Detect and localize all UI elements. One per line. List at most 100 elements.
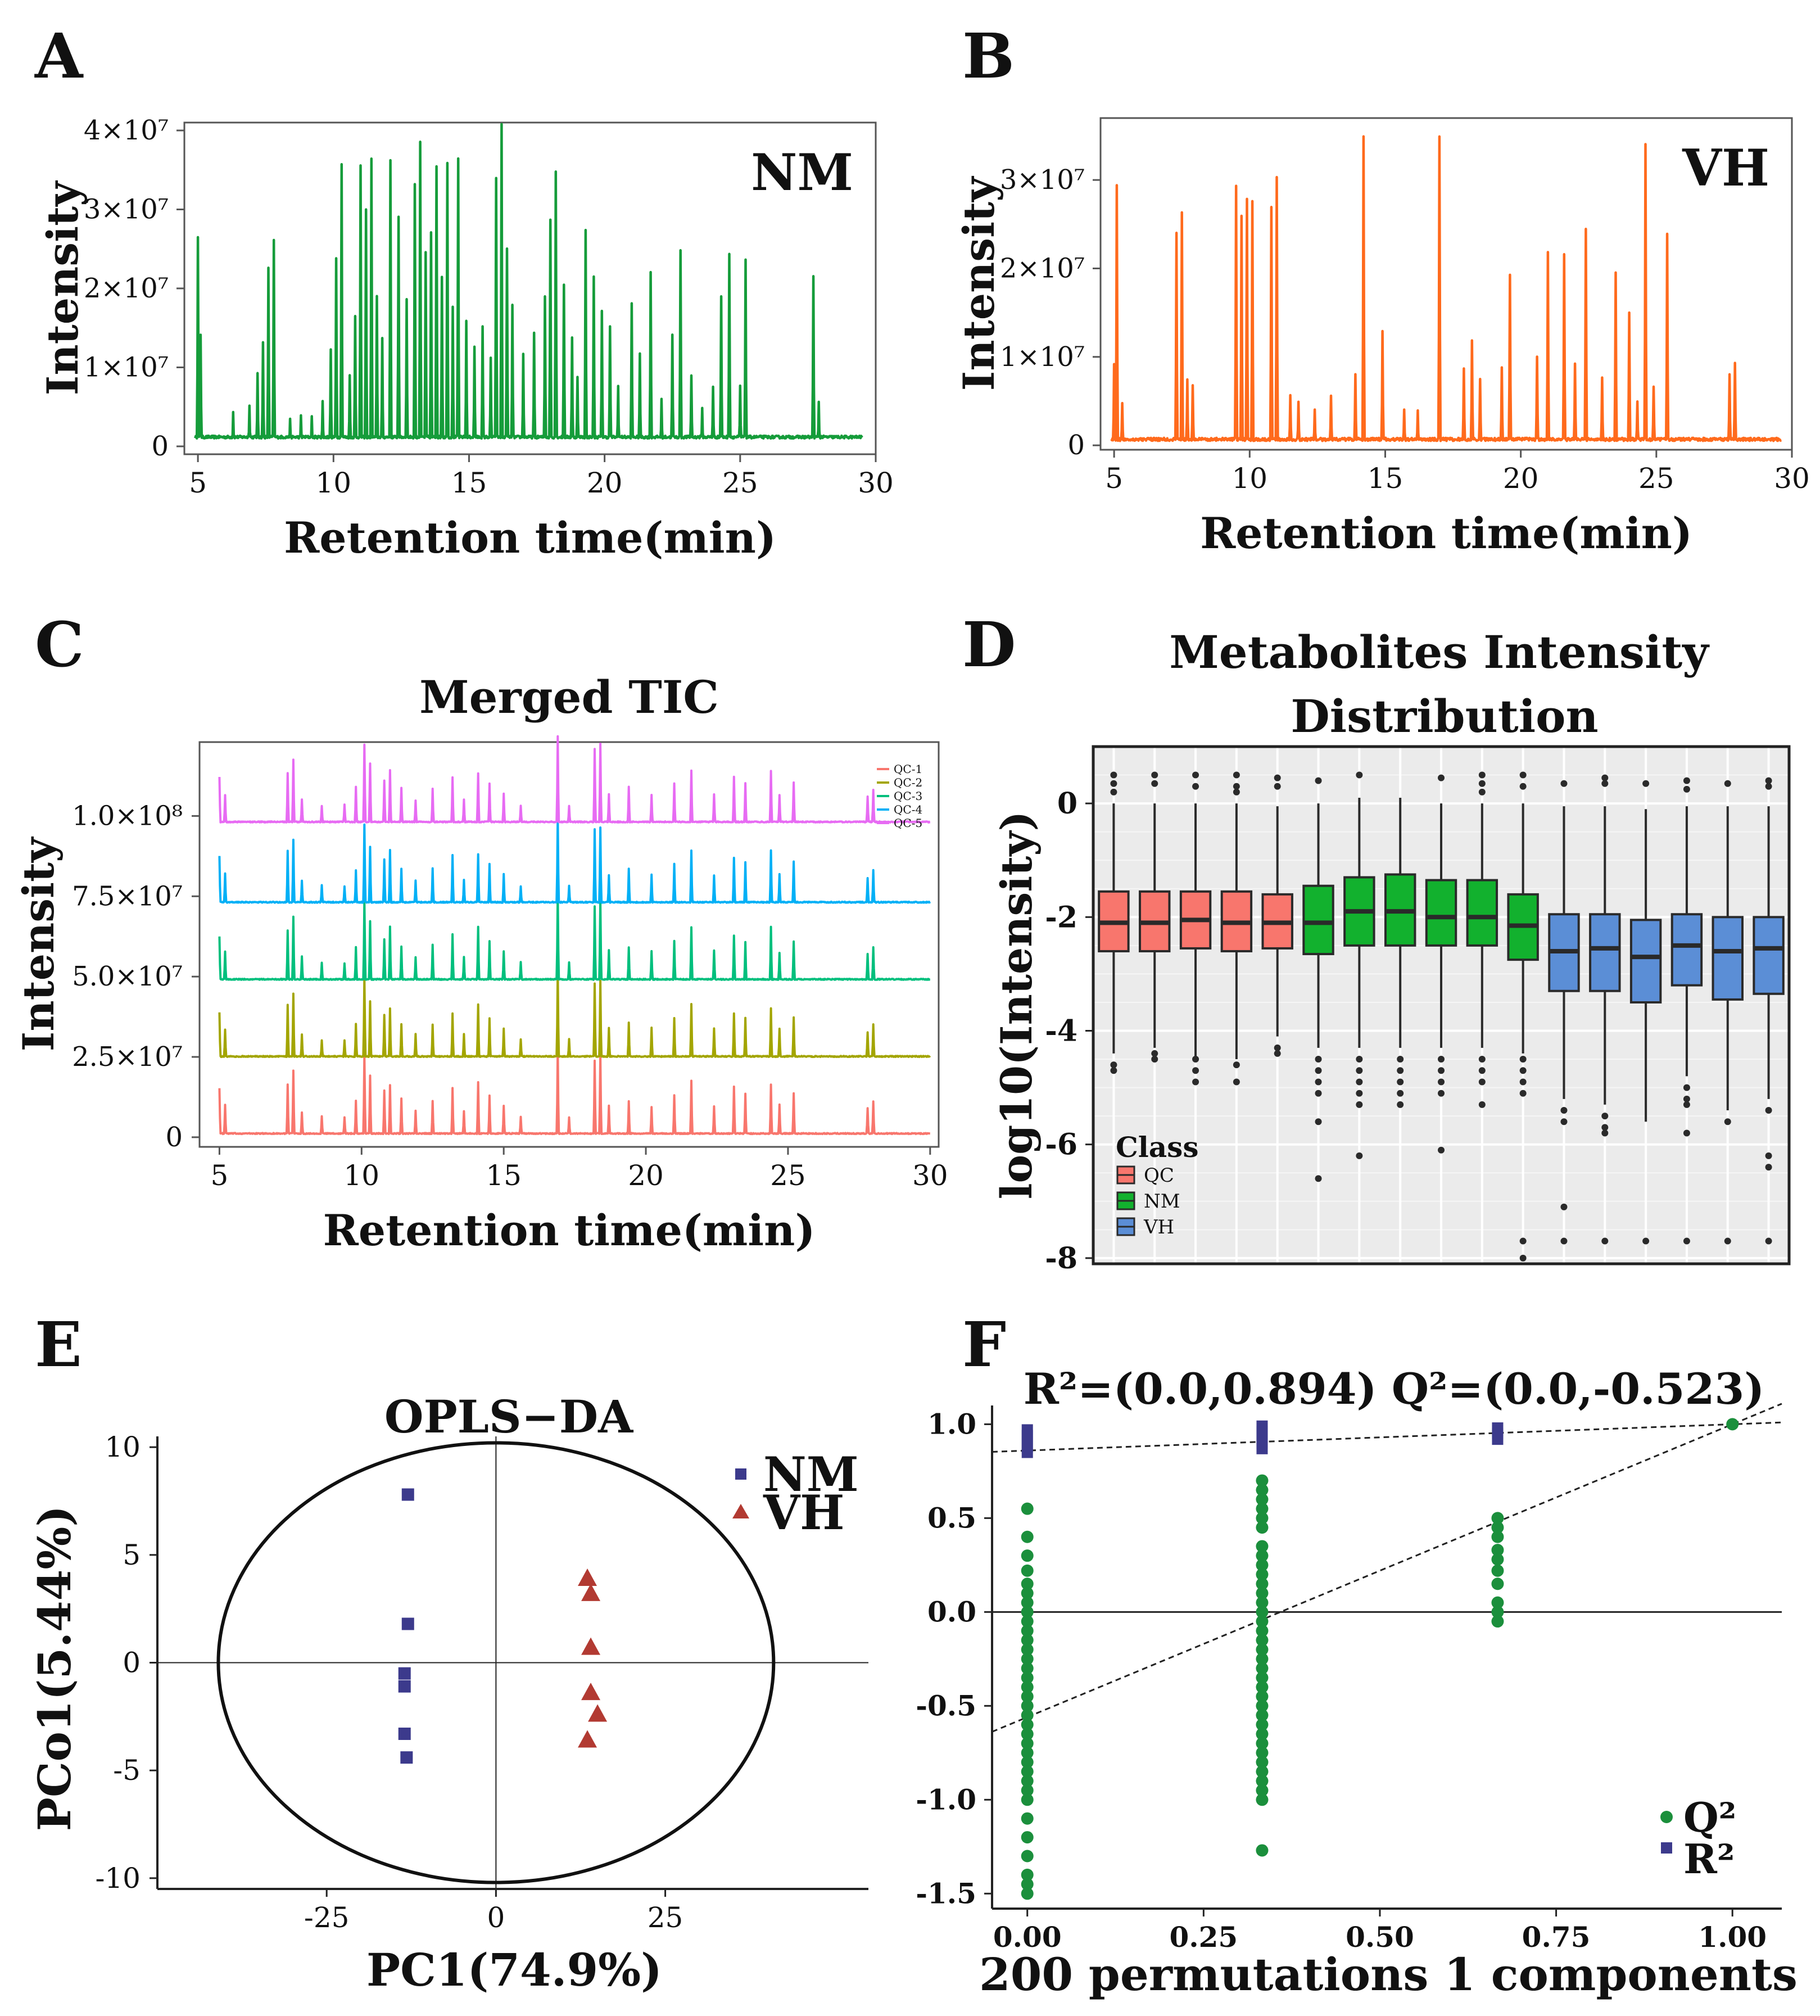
point-q2	[1256, 1671, 1269, 1684]
point-q2	[1256, 1577, 1269, 1590]
point-q2	[1491, 1596, 1504, 1609]
y-tick-label: -2	[1045, 900, 1077, 934]
point-q2	[1021, 1634, 1034, 1647]
outlier-point	[1151, 1056, 1158, 1063]
outlier-point	[1356, 1067, 1363, 1074]
point-nm	[398, 1728, 411, 1740]
outlier-point	[1110, 1067, 1117, 1074]
y-tick-label: -5	[113, 1754, 141, 1787]
outlier-point	[1560, 1237, 1568, 1245]
point-q2	[1726, 1418, 1739, 1431]
point-q2	[1021, 1699, 1034, 1712]
outlier-point	[1438, 1067, 1445, 1074]
outlier-point	[1397, 1101, 1404, 1108]
point-q2	[1256, 1709, 1269, 1722]
outlier-point	[1519, 771, 1527, 779]
outlier-point	[1683, 1095, 1690, 1102]
point-q2	[1021, 1774, 1034, 1787]
outlier-point	[1683, 777, 1690, 784]
point-q2	[1491, 1606, 1504, 1619]
point-vh	[581, 1637, 601, 1655]
legend-label: QC-3	[894, 789, 922, 803]
point-q2	[1021, 1586, 1034, 1599]
x-tick-label: 5	[189, 467, 207, 499]
outlier-point	[1274, 1050, 1281, 1057]
point-q2	[1256, 1652, 1269, 1665]
x-tick-label: 25	[770, 1159, 806, 1192]
point-q2	[1256, 1774, 1269, 1787]
legend-label: VH	[763, 1485, 845, 1540]
point-q2	[1021, 1680, 1034, 1693]
x-tick-label: 10	[343, 1159, 379, 1192]
point-vh	[588, 1704, 608, 1722]
legend-marker	[732, 1504, 749, 1518]
x-tick-label: 15	[451, 467, 487, 499]
point-q2	[1256, 1484, 1269, 1497]
point-q2	[1491, 1577, 1504, 1590]
point-q2	[1021, 1737, 1034, 1750]
point-q2	[1021, 1728, 1034, 1741]
outlier-point	[1724, 780, 1731, 787]
point-q2	[1256, 1662, 1269, 1675]
outlier-point	[1765, 1152, 1772, 1159]
r2-regression-line	[992, 1421, 1782, 1453]
outlier-point	[1478, 1078, 1486, 1086]
panel-label-a: A	[34, 20, 84, 92]
point-q2	[1021, 1756, 1034, 1769]
point-q2	[1256, 1624, 1269, 1637]
x-axis-label: Retention time(min)	[1200, 508, 1692, 558]
outlier-point	[1765, 1237, 1772, 1245]
outlier-point	[1438, 1078, 1445, 1086]
point-q2	[1256, 1634, 1269, 1647]
y-tick-label: 0.5	[927, 1501, 976, 1534]
outlier-point	[1519, 1056, 1527, 1063]
outlier-point	[1110, 1061, 1117, 1069]
x-tick-label: 0.50	[1346, 1920, 1414, 1954]
outlier-point	[1765, 777, 1772, 784]
point-q2	[1021, 1746, 1034, 1759]
x-tick-label: 10	[1232, 462, 1267, 495]
y-tick-label: 1×10⁷	[84, 351, 169, 383]
x-tick-label: 20	[628, 1159, 664, 1192]
legend-label-q2: Q²	[1683, 1793, 1736, 1841]
point-q2	[1256, 1680, 1269, 1693]
y-tick-label: 0	[123, 1647, 141, 1679]
chart-panel-c: Merged TIC QC-1QC-2QC-3QC-4QC-5 5 10 15 20 25 3…	[13, 671, 948, 1255]
outlier-point	[1560, 1118, 1568, 1125]
x-tick-label: 0.00	[993, 1920, 1062, 1954]
chromatogram-trace	[194, 123, 863, 440]
outlier-point	[1438, 1146, 1445, 1154]
x-tick-label: 25	[1638, 462, 1674, 495]
y-tick-label: 4×10⁷	[84, 115, 169, 146]
outlier-point	[1356, 771, 1363, 779]
outlier-point	[1315, 777, 1322, 784]
box-vh	[1589, 913, 1621, 992]
point-q2	[1021, 1878, 1034, 1891]
outlier-point	[1315, 1090, 1322, 1097]
point-vh	[581, 1683, 601, 1701]
point-q2	[1021, 1690, 1034, 1703]
point-vh	[581, 1583, 601, 1601]
box-nm	[1466, 879, 1498, 947]
point-q2	[1256, 1728, 1269, 1741]
outlier-point	[1233, 1061, 1240, 1069]
outlier-point	[1642, 780, 1650, 787]
y-tick-label: -4	[1045, 1014, 1077, 1048]
outlier-point	[1192, 771, 1199, 779]
y-tick-label: 5	[123, 1539, 141, 1571]
outlier-point	[1356, 1078, 1363, 1086]
point-nm	[401, 1617, 414, 1630]
chart-title: OPLS−DA	[384, 1390, 633, 1443]
y-tick-label: -8	[1045, 1241, 1077, 1276]
outlier-point	[1110, 771, 1117, 779]
y-tick-label: -1.0	[916, 1783, 976, 1816]
chart-panel-d: Metabolites Intensity Distribution 0 -2 -4 -6…	[992, 626, 1791, 1276]
box-nm	[1302, 884, 1334, 956]
outlier-point	[1233, 788, 1240, 795]
sample-group-label: NM	[751, 143, 853, 202]
point-q2	[1021, 1812, 1034, 1825]
point-q2	[1491, 1615, 1504, 1628]
legend-marker-r2	[1661, 1842, 1672, 1854]
point-q2	[1021, 1831, 1034, 1844]
